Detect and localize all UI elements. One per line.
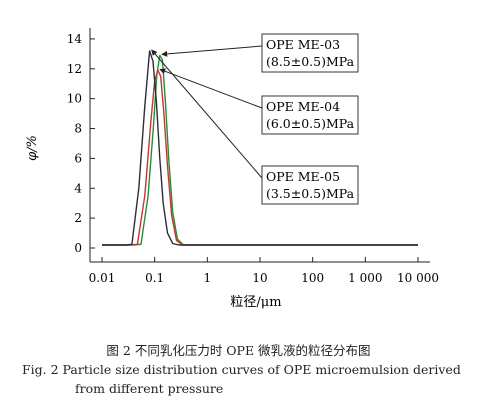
x-tick-label: 1 [204, 271, 212, 285]
x-tick-label: 0.01 [89, 271, 116, 285]
legend-entry: OPE ME-05 [266, 169, 340, 184]
y-tick-label: 12 [67, 62, 82, 76]
legend-pressure: (8.5±0.5)MPa [266, 54, 355, 69]
y-axis-label: φ/% [25, 135, 40, 161]
callout-box-2 [261, 95, 359, 135]
x-tick-label: 10 000 [397, 271, 439, 285]
x-axis-label: 粒径/μm [230, 295, 281, 310]
x-tick-label: 1 000 [348, 271, 382, 285]
y-tick-label: 0 [74, 241, 82, 255]
callout-box-1 [261, 33, 359, 73]
callout-box-3 [261, 165, 359, 205]
series-line-1 [102, 54, 418, 246]
legend-entry: OPE ME-04 [266, 99, 340, 114]
y-tick-label: 6 [74, 151, 82, 165]
y-tick-label: 2 [74, 211, 82, 225]
series-line-3 [102, 50, 418, 246]
particle-size-chart: 0 2 4 6 8 10 12 14 0.01 0.1 1 10 100 1 000 10 000 OPE… [25, 28, 439, 310]
x-tick-label: 10 [252, 271, 267, 285]
y-tick-label: 4 [74, 181, 82, 195]
legend-pressure: (6.0±0.5)MPa [266, 116, 355, 131]
y-tick-label: 10 [67, 92, 82, 106]
legend-pressure: (3.5±0.5)MPa [266, 186, 355, 201]
callout-arrow-3 [151, 49, 263, 179]
callout-arrow-2 [159, 68, 263, 109]
y-tick-label: 8 [74, 122, 82, 136]
x-tick-label: 100 [301, 271, 324, 285]
legend-entry: OPE ME-03 [266, 37, 340, 52]
callout-arrow-1 [161, 45, 263, 57]
figure-caption-cn: 图 2 不同乳化压力时 OPE 微乳液的粒径分布图 [106, 343, 371, 358]
y-tick-label: 14 [67, 32, 83, 46]
series-line-2 [102, 69, 418, 246]
figure-caption-en-line2: from different pressure [75, 381, 224, 396]
x-tick-label: 0.1 [145, 271, 164, 285]
figure-caption-en-line1: Fig. 2 Particle size distribution curves… [22, 362, 461, 377]
